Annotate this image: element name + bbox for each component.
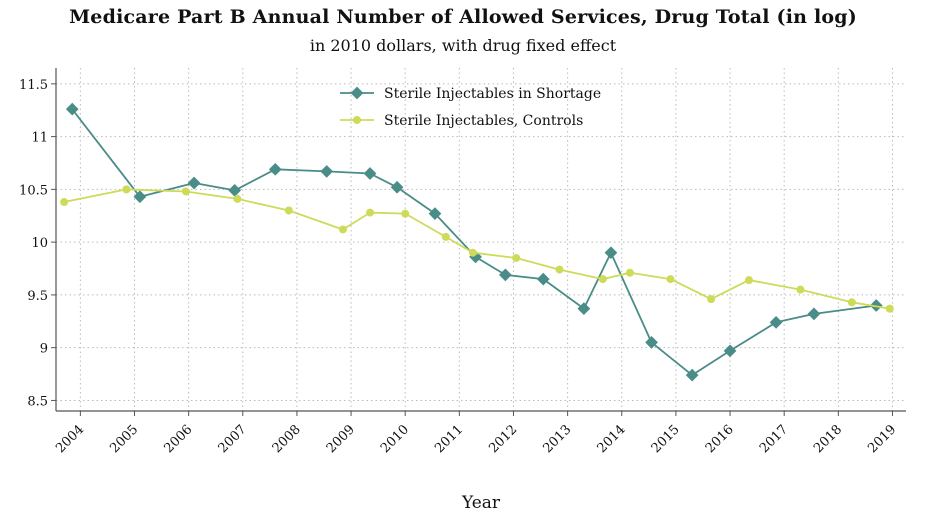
data-point [556,266,564,274]
series-line-0 [72,109,876,375]
x-tick-label: 2011 [432,422,466,456]
legend-marker-controls [353,116,361,124]
data-point [537,273,550,286]
data-point [770,316,783,329]
legend-entry-controls: Sterile Injectables, Controls [384,113,583,129]
series-line-1 [64,189,890,308]
data-point [339,225,347,233]
data-point [745,276,753,284]
x-tick-label: 2009 [324,422,358,456]
x-tick-label: 2008 [270,422,304,456]
data-point [401,210,409,218]
x-tick-label: 2007 [216,422,250,456]
data-point [182,187,190,195]
x-tick-label: 2016 [703,422,737,456]
data-point [320,165,333,178]
x-tick-label: 2017 [757,422,791,456]
x-tick-label: 2019 [865,422,899,456]
x-tick-label: 2006 [161,422,195,456]
data-point [228,184,241,197]
x-axis-label: Year [461,493,501,513]
data-point [796,286,804,294]
data-point [848,298,856,306]
x-tick-label: 2014 [595,422,629,456]
data-point [269,163,282,176]
chart-title: Medicare Part B Annual Number of Allowed… [0,6,926,28]
x-tick-label: 2015 [649,422,683,456]
data-point [626,269,634,277]
data-point [233,195,241,203]
data-point [707,295,715,303]
data-point [499,268,512,281]
legend-marker-shortage [351,87,364,100]
legend: Sterile Injectables in Shortage Sterile … [340,86,601,129]
data-point [886,305,894,313]
y-tick-label: 8.5 [27,394,48,409]
chart-subtitle: in 2010 dollars, with drug fixed effect [0,36,926,55]
data-point [60,198,68,206]
data-point [599,275,607,283]
y-tick-label: 10 [31,236,48,251]
x-tick-label: 2004 [53,422,87,456]
x-tick-label: 2010 [378,422,412,456]
data-point [122,185,130,193]
data-point [285,206,293,214]
data-point [605,246,618,259]
data-point [364,167,377,180]
x-tick-label: 2013 [540,422,574,456]
data-point [666,275,674,283]
data-point [578,302,591,315]
data-point [724,344,737,357]
data-point [366,209,374,217]
y-tick-label: 10.5 [19,183,48,198]
x-tick-label: 2018 [811,422,845,456]
data-point [188,177,201,190]
series [60,103,894,382]
x-tick-label: 2012 [486,422,520,456]
data-point [512,254,520,262]
legend-entry-shortage: Sterile Injectables in Shortage [384,86,601,102]
x-tick-label: 2005 [107,422,141,456]
y-tick-label: 11 [31,131,48,146]
data-point [442,233,450,241]
y-tick-label: 9.5 [27,289,48,304]
y-tick-label: 11.5 [19,78,48,93]
data-point [808,308,821,321]
data-point [469,249,477,257]
data-point [391,181,404,194]
y-tick-label: 9 [40,342,48,357]
